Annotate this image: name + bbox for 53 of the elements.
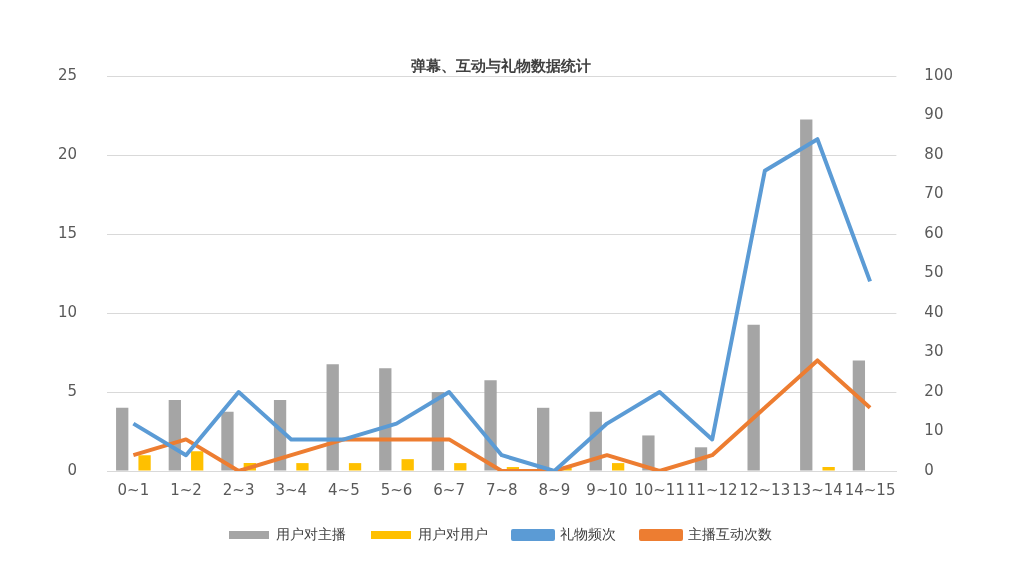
x-tick-label: 14~15 [844, 480, 896, 499]
x-tick-label: 11~12 [686, 480, 738, 499]
bar [537, 407, 550, 471]
y2-tick-label: 60 [924, 223, 944, 242]
legend-label: 用户对用户 [418, 525, 488, 542]
x-tick-label: 6~7 [433, 480, 465, 499]
legend-label: 礼物频次 [560, 525, 616, 542]
bar [116, 407, 129, 471]
y2-tick-label: 50 [924, 263, 944, 282]
y2-tick-label: 10 [924, 421, 944, 440]
x-tick-label: 4~5 [328, 480, 360, 499]
x-tick-label: 13~14 [792, 480, 843, 499]
bar [191, 451, 204, 471]
x-tick-label: 5~6 [380, 480, 413, 499]
bar [401, 459, 414, 471]
y2-tick-label: 20 [924, 381, 944, 400]
x-tick-label: 0~1 [117, 480, 150, 499]
x-tick-label: 9~10 [586, 480, 628, 499]
legend-label: 用户对主播 [276, 525, 346, 542]
bar [379, 368, 392, 471]
y-tick-label: 25 [57, 65, 78, 84]
bar [326, 364, 339, 471]
x-tick-label: 7~8 [485, 480, 518, 499]
bar [221, 411, 234, 471]
x-tick-label: 8~9 [538, 480, 571, 499]
bar [138, 455, 151, 471]
y2-tick-label: 70 [924, 184, 944, 203]
bar [454, 463, 467, 471]
y2-tick-label: 80 [924, 144, 944, 163]
y2-tick-label: 30 [924, 342, 944, 361]
bar [612, 463, 625, 471]
x-tick-label: 2~3 [222, 480, 255, 499]
x-tick-label: 10~11 [634, 480, 685, 499]
y2-tick-label: 90 [924, 105, 944, 124]
y2-tick-label: 40 [924, 302, 944, 321]
chart-title: 弹幕、互动与礼物数据统计 [410, 56, 591, 75]
bar [747, 324, 760, 471]
bar [822, 467, 835, 471]
x-tick-label: 3~4 [275, 480, 308, 499]
y-tick-label: 5 [67, 381, 78, 400]
x-tick-label: 12~13 [739, 480, 791, 499]
bar [348, 463, 362, 471]
y-tick-label: 0 [67, 460, 78, 479]
y2-tick-label: 0 [924, 460, 934, 479]
legend-label: 主播互动次数 [688, 525, 772, 542]
bar [800, 119, 813, 471]
x-tick-label: 1~2 [170, 480, 202, 499]
bar [852, 360, 866, 471]
bar [296, 463, 309, 471]
y2-tick-label: 100 [924, 65, 954, 84]
y-tick-label: 10 [57, 302, 78, 321]
y-tick-label: 20 [57, 144, 78, 163]
y-tick-label: 15 [57, 223, 78, 242]
